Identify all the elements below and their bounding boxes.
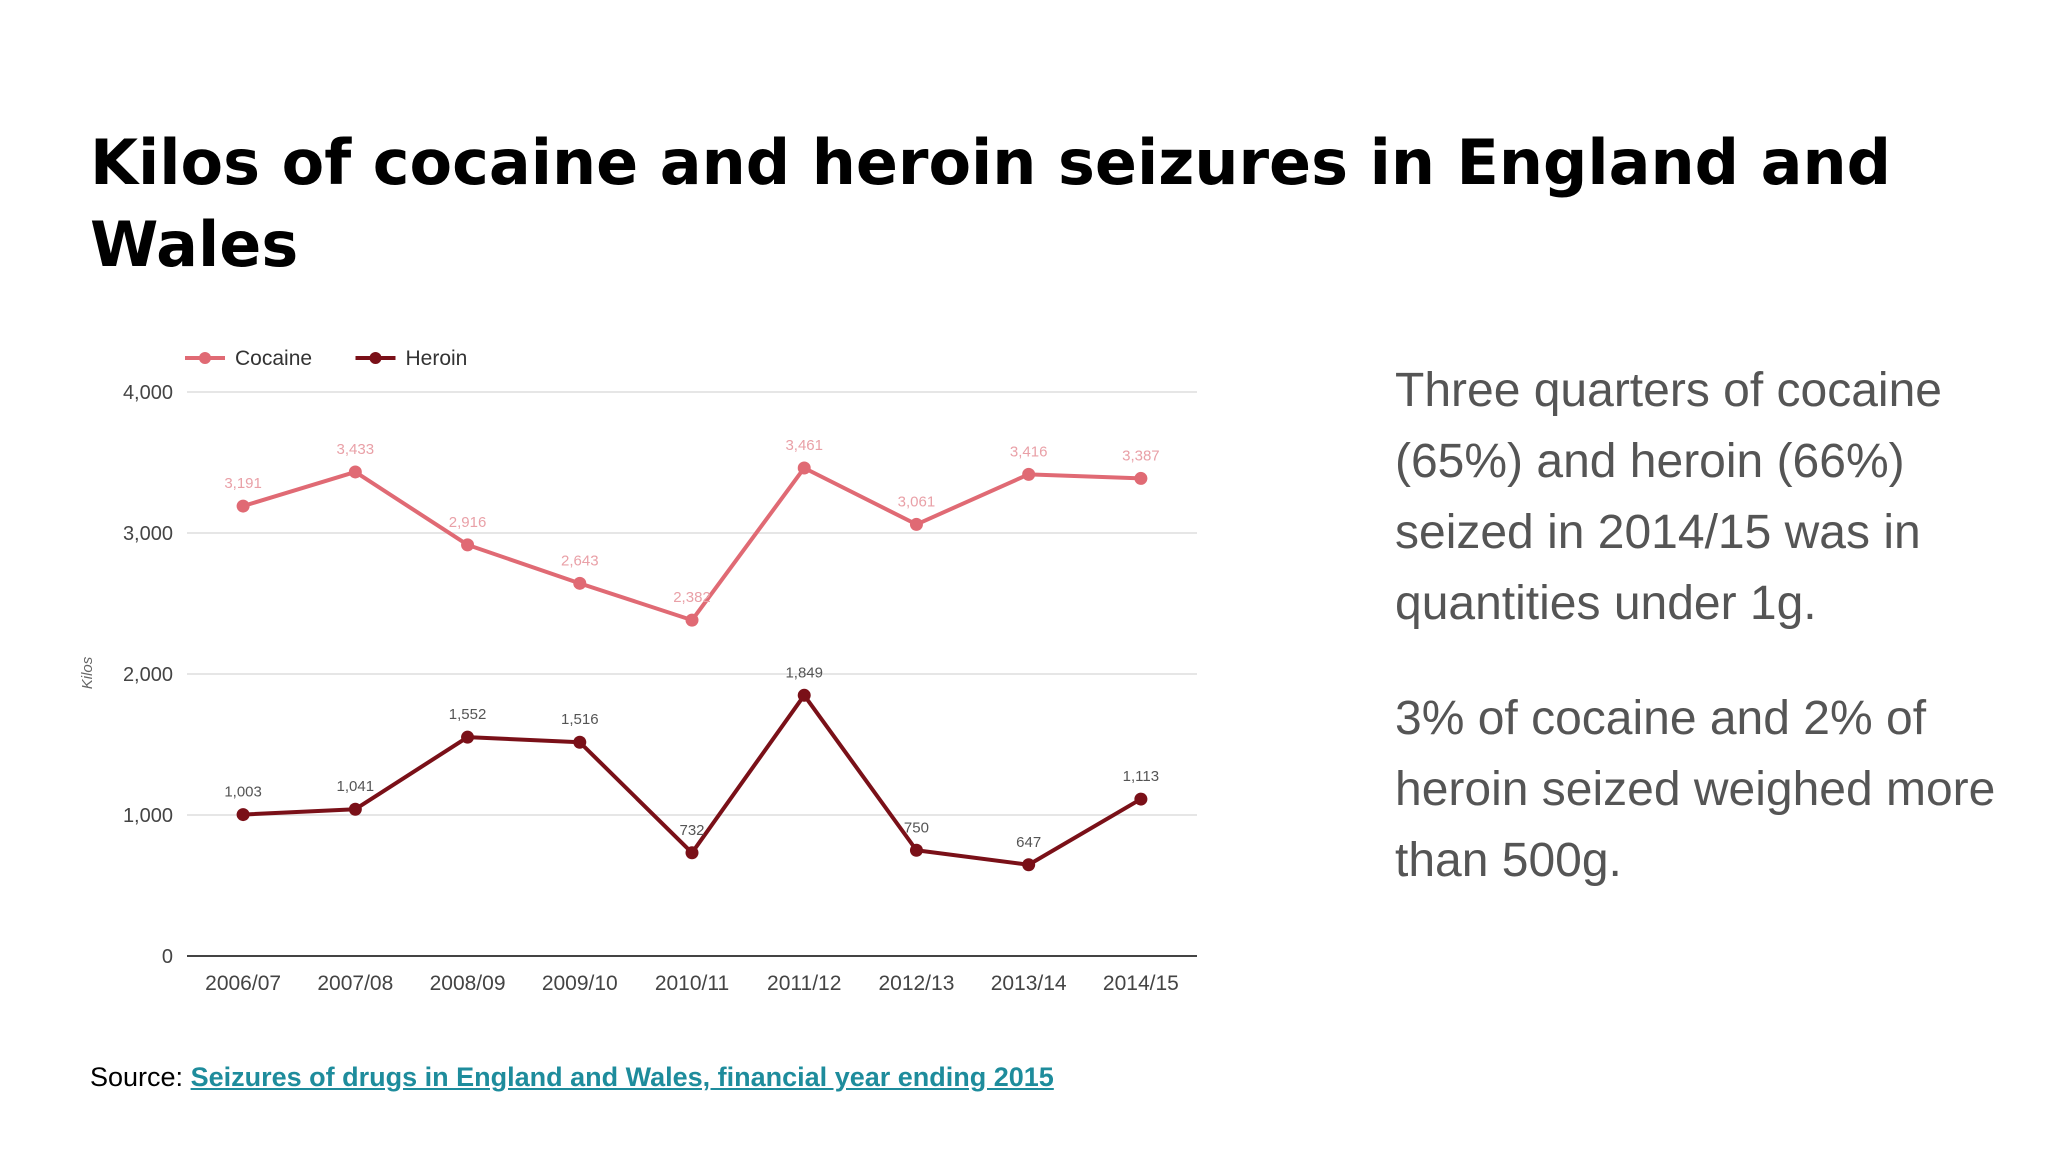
data-point bbox=[909, 517, 923, 531]
x-tick-label: 2006/07 bbox=[205, 972, 281, 995]
data-label: 3,433 bbox=[337, 441, 375, 458]
legend-swatch-marker bbox=[199, 352, 211, 364]
side-commentary: Three quarters of cocaine (65%) and hero… bbox=[1395, 355, 2015, 940]
y-tick-label: 0 bbox=[162, 946, 173, 968]
data-point bbox=[461, 538, 475, 552]
x-tick-label: 2007/08 bbox=[317, 972, 393, 995]
legend-label: Heroin bbox=[406, 347, 468, 370]
data-label: 2,643 bbox=[561, 552, 599, 569]
y-tick-label: 1,000 bbox=[123, 805, 173, 827]
series-lines: 3,191 3,433 2,916 2,643 2,382 3,461 3,061 3,416… bbox=[224, 437, 1160, 872]
data-label: 3,387 bbox=[1122, 447, 1160, 464]
data-point bbox=[1022, 467, 1036, 481]
x-tick-label: 2013/14 bbox=[991, 972, 1067, 995]
data-label: 2,916 bbox=[449, 514, 487, 531]
y-axis-title: Kilos bbox=[79, 656, 96, 689]
data-label: 3,461 bbox=[785, 437, 823, 454]
y-axis: 0 1,000 2,000 3,000 4,000 bbox=[123, 382, 173, 968]
data-point bbox=[1134, 471, 1148, 485]
x-tick-label: 2014/15 bbox=[1103, 972, 1179, 995]
chart-legend: Cocaine Heroin bbox=[185, 347, 467, 370]
data-point bbox=[461, 730, 475, 744]
data-label: 3,416 bbox=[1010, 443, 1048, 460]
source-link[interactable]: Seizures of drugs in England and Wales, … bbox=[190, 1062, 1054, 1092]
commentary-paragraph-2: 3% of cocaine and 2% of heroin seized we… bbox=[1395, 692, 1996, 887]
x-tick-label: 2012/13 bbox=[878, 972, 954, 995]
data-label: 1,552 bbox=[449, 706, 487, 723]
data-point bbox=[685, 613, 699, 627]
legend-swatch-marker bbox=[369, 352, 382, 364]
data-label: 1,041 bbox=[337, 778, 375, 795]
data-label: 1,849 bbox=[785, 664, 823, 681]
y-tick-label: 2,000 bbox=[123, 664, 173, 686]
seizures-line-chart: 0 1,000 2,000 3,000 4,000 2006/07 2007/08 2008… bbox=[79, 347, 1197, 995]
data-point bbox=[348, 465, 362, 479]
x-tick-label: 2010/11 bbox=[655, 972, 729, 995]
source-note: Source: Seizures of drugs in England and… bbox=[90, 1062, 1054, 1093]
data-label: 647 bbox=[1016, 834, 1041, 851]
data-label: 1,113 bbox=[1123, 768, 1159, 785]
data-point bbox=[573, 735, 587, 749]
data-point bbox=[573, 576, 587, 590]
legend-label: Cocaine bbox=[235, 347, 312, 370]
data-point bbox=[797, 461, 811, 475]
data-label: 750 bbox=[904, 819, 929, 836]
source-prefix: Source: bbox=[90, 1062, 184, 1092]
series-line bbox=[243, 693, 1142, 867]
x-axis: 2006/07 2007/08 2008/09 2009/10 2010/11 2011/… bbox=[205, 972, 1179, 995]
commentary-paragraph-1: Three quarters of cocaine (65%) and hero… bbox=[1395, 364, 1942, 630]
x-tick-label: 2011/12 bbox=[767, 972, 841, 995]
x-tick-label: 2008/09 bbox=[430, 972, 506, 995]
data-point bbox=[797, 688, 811, 702]
data-label: 3,191 bbox=[224, 475, 262, 492]
data-point bbox=[348, 802, 362, 816]
data-label: 2,382 bbox=[673, 589, 711, 606]
data-point bbox=[685, 846, 699, 860]
data-label: 1,003 bbox=[224, 784, 262, 801]
data-point bbox=[1134, 792, 1148, 806]
data-point bbox=[909, 843, 923, 857]
slide-title: Kilos of cocaine and heroin seizures in … bbox=[90, 126, 1891, 281]
data-label: 732 bbox=[679, 822, 704, 839]
data-point bbox=[1022, 858, 1036, 872]
data-point bbox=[236, 808, 250, 822]
y-tick-label: 4,000 bbox=[123, 382, 173, 404]
y-tick-label: 3,000 bbox=[123, 523, 173, 545]
data-label: 3,061 bbox=[898, 493, 936, 510]
x-tick-label: 2009/10 bbox=[542, 972, 618, 995]
data-point bbox=[236, 499, 250, 513]
data-label: 1,516 bbox=[561, 711, 599, 728]
